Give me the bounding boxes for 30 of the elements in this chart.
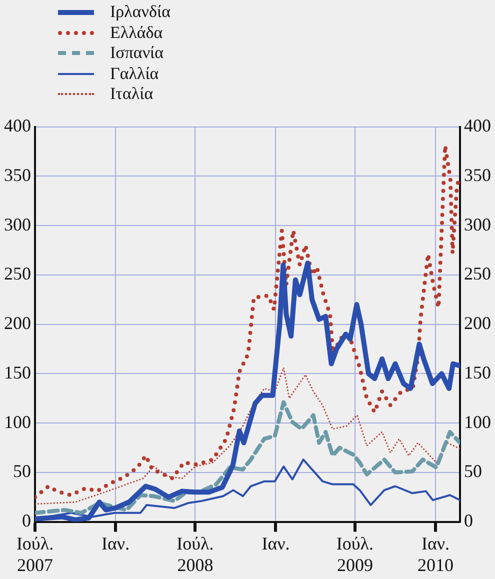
y-tick-label: 100 bbox=[4, 412, 31, 432]
y-tick-label: 350 bbox=[4, 164, 31, 185]
y2-tick-label: 400 bbox=[464, 116, 491, 136]
y2-tick-label: 200 bbox=[464, 313, 491, 334]
x-tick-label: Ιαν. 2010 bbox=[417, 533, 454, 575]
y-tick-label: 250 bbox=[4, 264, 31, 284]
x-tick-label: Ιαν. bbox=[101, 533, 130, 554]
x-tick-label: Ιούλ. 2007 bbox=[16, 533, 54, 575]
y-tick-label: 0 bbox=[22, 510, 31, 531]
y-tick-label: 300 bbox=[4, 214, 31, 234]
y-tick-label: 50 bbox=[13, 461, 31, 482]
x-tick-label: Ιούλ. 2008 bbox=[176, 533, 214, 575]
y2-tick-label: 350 bbox=[464, 164, 491, 185]
legend-label: Ελλάδα bbox=[110, 22, 163, 43]
legend-label: Ισπανία bbox=[110, 43, 164, 64]
x-tick-label: Ιούλ. 2009 bbox=[336, 533, 374, 575]
y2-tick-label: 50 bbox=[464, 461, 482, 482]
y2-tick-label: 250 bbox=[464, 264, 491, 284]
y-tick-label: 200 bbox=[4, 313, 31, 334]
x-tick-label: Ιαν. bbox=[262, 533, 290, 554]
y-tick-label: 400 bbox=[4, 116, 31, 136]
y2-tick-label: 100 bbox=[464, 412, 491, 432]
legend-label: Ιταλία bbox=[110, 84, 154, 104]
y-tick-label: 150 bbox=[4, 362, 31, 382]
legend-label: Γαλλία bbox=[110, 64, 159, 84]
y2-tick-label: 150 bbox=[464, 362, 491, 382]
y2-tick-label: 300 bbox=[464, 214, 491, 234]
y2-tick-label: 0 bbox=[464, 510, 473, 531]
line-series bbox=[35, 400, 460, 515]
legend-label: Ιρλανδία bbox=[110, 2, 170, 22]
